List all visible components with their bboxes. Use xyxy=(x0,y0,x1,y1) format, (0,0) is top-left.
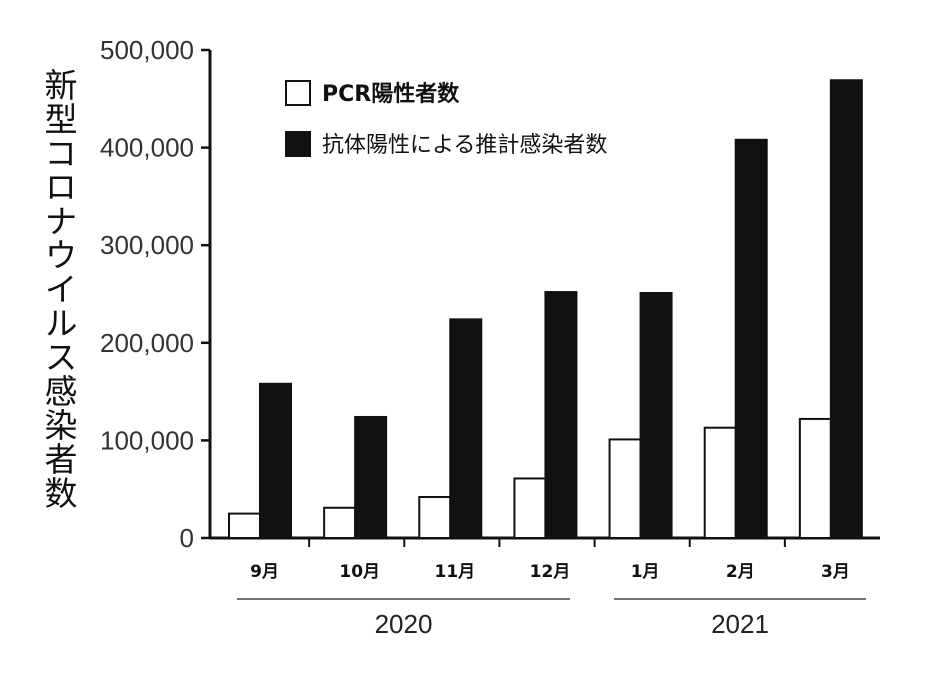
bar-pcr-positive xyxy=(323,506,357,539)
y-tick-label: 100,000 xyxy=(100,425,194,455)
year-group-label: 2021 xyxy=(711,609,769,639)
x-tick-label: 9月 xyxy=(250,562,279,582)
y-tick-label: 400,000 xyxy=(100,133,194,163)
bar-antibody-estimated xyxy=(354,415,388,540)
y-axis-label-wrap: 新型コロナウイルス感染者数 xyxy=(36,56,80,522)
bar-pcr-positive xyxy=(228,512,261,539)
x-tick-label: 11月 xyxy=(435,562,476,582)
bar-antibody-estimated xyxy=(829,79,863,539)
legend-swatch-pcr xyxy=(285,80,311,106)
bar-antibody-estimated xyxy=(639,292,673,539)
legend-label-antibody: 抗体陽性による推計感染者数 xyxy=(322,133,607,158)
x-tick-label: 10月 xyxy=(339,562,380,582)
year-group-label: 2020 xyxy=(375,609,433,639)
bar-antibody-estimated xyxy=(544,291,578,539)
y-tick-label: 300,000 xyxy=(100,230,194,260)
bar-pcr-positive xyxy=(703,426,737,540)
legend-label-pcr: PCR陽性者数 xyxy=(322,81,460,107)
bar-antibody-estimated xyxy=(734,138,768,540)
x-tick-label: 12月 xyxy=(530,562,571,582)
bar-pcr-positive xyxy=(798,417,832,540)
x-tick-label: 2月 xyxy=(726,562,755,582)
x-tick-label: 1月 xyxy=(631,562,660,582)
bar-pcr-positive xyxy=(513,477,547,539)
y-axis-label: 新型コロナウイルス感染者数 xyxy=(39,68,78,510)
bar-antibody-estimated xyxy=(259,382,292,539)
y-tick-label: 0 xyxy=(180,523,194,553)
bar-pcr-positive xyxy=(418,496,452,539)
y-tick-label: 200,000 xyxy=(100,328,194,358)
bar-pcr-positive xyxy=(608,438,642,540)
legend-swatch-antibody xyxy=(285,131,311,157)
bar-antibody-estimated xyxy=(449,318,483,539)
y-tick-label: 500,000 xyxy=(100,35,194,65)
x-tick-label: 3月 xyxy=(821,562,850,582)
